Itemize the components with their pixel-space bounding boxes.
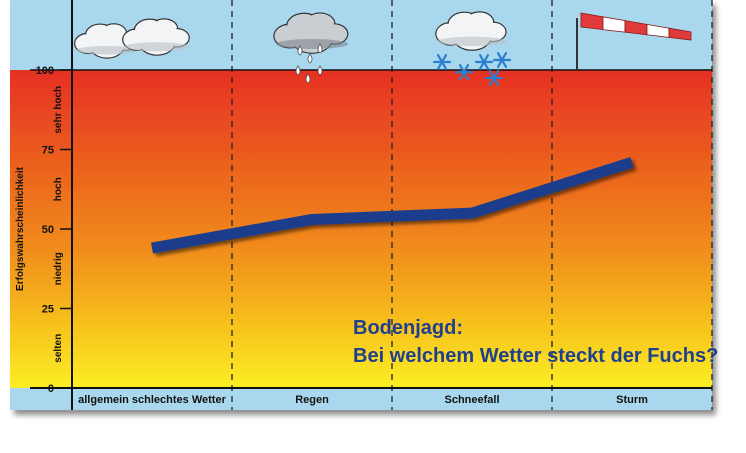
- series-line: [151, 156, 634, 254]
- raindrop: [307, 53, 313, 64]
- windsock-icon: [576, 12, 692, 70]
- rain-cloud-icon: [273, 12, 349, 84]
- x-tick-label: Sturm: [616, 394, 648, 406]
- raindrop: [305, 73, 311, 84]
- snowflake: [454, 63, 474, 81]
- cloud-shape: [435, 11, 507, 51]
- snowflake: [432, 53, 452, 71]
- cloud-icon: [74, 18, 190, 59]
- y-tick-label: 75: [42, 145, 54, 157]
- x-tick-label: Schneefall: [444, 394, 499, 406]
- cloud-shape: [273, 12, 349, 54]
- labels-layer: 0 25 50 75 100 selten niedrig hoch sehr hoch allg…: [36, 65, 648, 406]
- windsock-stripe: [668, 27, 692, 41]
- axes: [30, 0, 712, 410]
- plot-area: [10, 70, 712, 388]
- snowflake: [492, 51, 512, 69]
- y-tick-label: 25: [42, 304, 54, 316]
- raindrop: [295, 65, 301, 76]
- series-layer: [151, 156, 634, 254]
- chart-title: Bodenjagd:: [353, 317, 463, 339]
- x-tick-label: Regen: [295, 394, 329, 406]
- snowflake: [484, 69, 504, 87]
- chart-subtitle: Bei welchem Wetter steckt der Fuchs?: [353, 345, 718, 367]
- axis-title-y: Erfolgswahrscheinlichkeit: [15, 166, 26, 291]
- y-band-label: sehr hoch: [53, 86, 64, 134]
- category-strip: [10, 388, 712, 410]
- y-tick-label: 0: [48, 383, 54, 395]
- y-band-label: niedrig: [53, 252, 64, 285]
- raindrop: [297, 45, 303, 56]
- y-tick-label: 100: [36, 65, 54, 77]
- y-tick-label: 50: [42, 224, 54, 236]
- x-tick-label: allgemein schlechtes Wetter: [78, 394, 226, 406]
- y-band-label: selten: [53, 334, 64, 363]
- weather-icons: [74, 11, 692, 87]
- y-band-label: hoch: [53, 177, 64, 201]
- cloud-shape: [122, 18, 190, 56]
- snow-cloud-icon: [432, 11, 512, 87]
- snowflake: [474, 53, 494, 71]
- raindrop: [317, 65, 323, 76]
- raindrop: [317, 43, 323, 54]
- gridlines: [231, 0, 713, 410]
- chart-panel: [10, 0, 712, 410]
